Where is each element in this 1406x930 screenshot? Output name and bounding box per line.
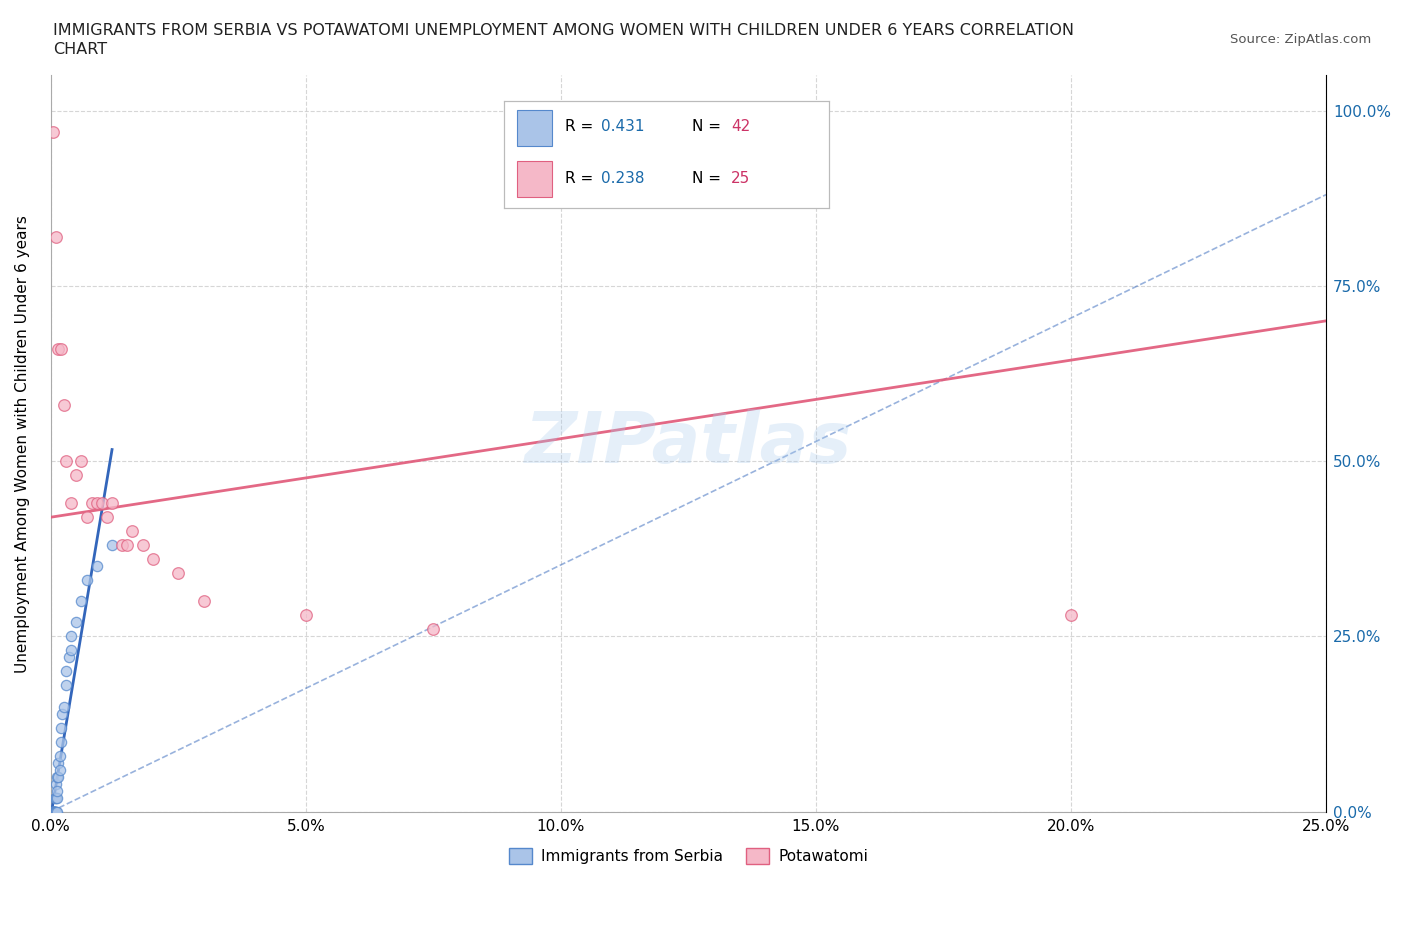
Point bbox=[41, 804, 63, 819]
Point bbox=[60, 496, 83, 511]
Point bbox=[55, 664, 77, 679]
Point bbox=[70, 454, 93, 469]
Point bbox=[45, 777, 67, 791]
Point bbox=[96, 510, 118, 525]
Point bbox=[55, 454, 77, 469]
Point bbox=[48, 341, 70, 356]
Point bbox=[44, 804, 66, 819]
Point bbox=[48, 763, 70, 777]
Point bbox=[42, 804, 65, 819]
Point bbox=[44, 804, 66, 819]
Point bbox=[60, 643, 83, 658]
Point bbox=[49, 720, 72, 735]
Point bbox=[55, 678, 77, 693]
Point bbox=[42, 804, 65, 819]
Point bbox=[86, 496, 108, 511]
Point bbox=[193, 594, 215, 609]
Point bbox=[45, 804, 67, 819]
Point bbox=[48, 755, 70, 770]
Point bbox=[422, 622, 444, 637]
Point bbox=[58, 650, 80, 665]
Point bbox=[86, 559, 108, 574]
Point bbox=[41, 804, 63, 819]
Point bbox=[111, 538, 134, 552]
Point bbox=[117, 538, 139, 552]
Point bbox=[1060, 608, 1083, 623]
Point bbox=[49, 748, 72, 763]
Point bbox=[42, 804, 65, 819]
Text: IMMIGRANTS FROM SERBIA VS POTAWATOMI UNEMPLOYMENT AMONG WOMEN WITH CHILDREN UNDE: IMMIGRANTS FROM SERBIA VS POTAWATOMI UNE… bbox=[53, 23, 1074, 38]
Point bbox=[295, 608, 318, 623]
Point bbox=[65, 468, 87, 483]
Point bbox=[42, 804, 65, 819]
Point bbox=[70, 594, 93, 609]
Point bbox=[76, 573, 98, 588]
Point bbox=[80, 496, 103, 511]
Point bbox=[44, 790, 66, 805]
Point bbox=[46, 790, 69, 805]
Point bbox=[46, 783, 69, 798]
Point bbox=[101, 538, 124, 552]
Point bbox=[45, 804, 67, 819]
Text: ZIPatlas: ZIPatlas bbox=[524, 409, 852, 478]
Point bbox=[44, 804, 66, 819]
Point bbox=[45, 790, 67, 805]
Point bbox=[48, 769, 70, 784]
Point bbox=[42, 124, 65, 139]
Text: CHART: CHART bbox=[53, 42, 107, 57]
Legend: Immigrants from Serbia, Potawatomi: Immigrants from Serbia, Potawatomi bbox=[503, 842, 875, 870]
Point bbox=[44, 804, 66, 819]
Point bbox=[42, 804, 65, 819]
Y-axis label: Unemployment Among Women with Children Under 6 years: Unemployment Among Women with Children U… bbox=[15, 215, 30, 672]
Text: Source: ZipAtlas.com: Source: ZipAtlas.com bbox=[1230, 33, 1371, 46]
Point bbox=[46, 804, 69, 819]
Point bbox=[121, 524, 143, 538]
Point bbox=[46, 769, 69, 784]
Point bbox=[101, 496, 124, 511]
Point bbox=[49, 734, 72, 749]
Point bbox=[131, 538, 153, 552]
Point bbox=[42, 804, 65, 819]
Point bbox=[60, 629, 83, 644]
Point bbox=[42, 804, 65, 819]
Point bbox=[167, 565, 190, 580]
Point bbox=[52, 397, 75, 412]
Point bbox=[76, 510, 98, 525]
Point bbox=[65, 615, 87, 630]
Point bbox=[49, 341, 72, 356]
Point bbox=[45, 230, 67, 245]
Point bbox=[52, 699, 75, 714]
Point bbox=[51, 706, 73, 721]
Point bbox=[142, 551, 165, 566]
Point bbox=[90, 496, 112, 511]
Point bbox=[41, 804, 63, 819]
Point bbox=[44, 804, 66, 819]
